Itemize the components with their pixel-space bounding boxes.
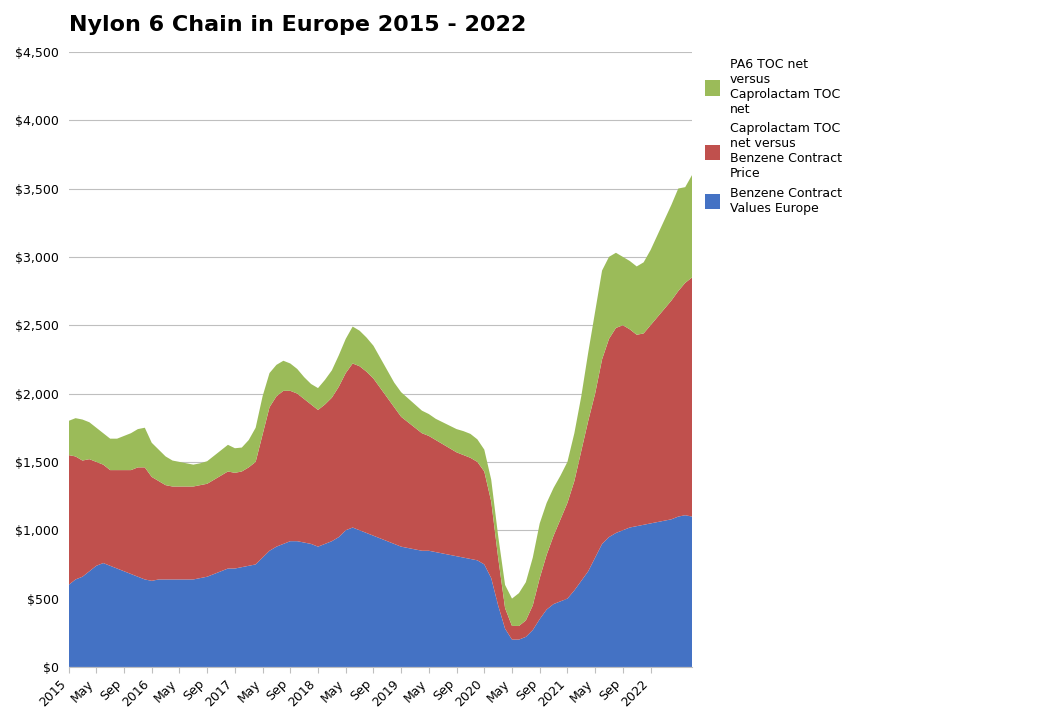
Text: Nylon 6 Chain in Europe 2015 - 2022: Nylon 6 Chain in Europe 2015 - 2022 [69,15,526,35]
Legend: PA6 TOC net
versus
Caprolactam TOC
net, Caprolactam TOC
net versus
Benzene Contr: PA6 TOC net versus Caprolactam TOC net, … [705,58,842,214]
